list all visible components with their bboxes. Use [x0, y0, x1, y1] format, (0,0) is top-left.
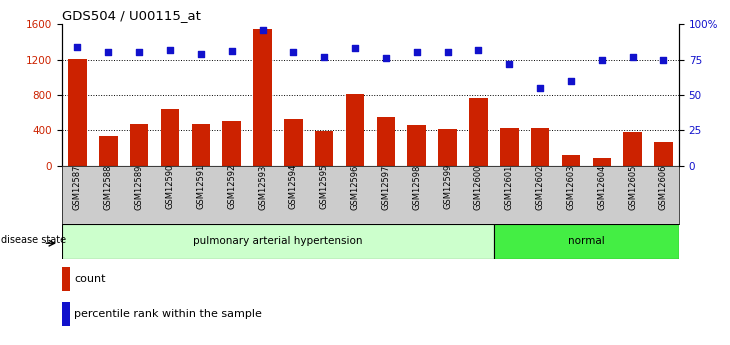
Bar — [593, 158, 611, 166]
Bar — [99, 136, 118, 166]
Bar — [561, 155, 580, 166]
Bar — [500, 128, 518, 166]
Bar — [68, 59, 87, 166]
Bar — [62, 302, 70, 326]
FancyBboxPatch shape — [494, 224, 679, 259]
Point — [442, 50, 453, 55]
Bar — [284, 119, 303, 166]
Point — [195, 51, 207, 57]
Text: GDS504 / U00115_at: GDS504 / U00115_at — [62, 9, 201, 22]
Bar — [130, 124, 148, 166]
Bar — [531, 128, 550, 166]
Point — [72, 44, 83, 50]
Bar — [654, 142, 673, 166]
Text: pulmonary arterial hypertension: pulmonary arterial hypertension — [193, 237, 363, 246]
Point — [164, 47, 176, 52]
Point — [658, 57, 669, 62]
Point — [257, 27, 269, 32]
Bar — [191, 124, 210, 166]
Point — [102, 50, 114, 55]
Bar — [623, 132, 642, 166]
Text: disease state: disease state — [1, 235, 66, 245]
Text: normal: normal — [568, 237, 604, 246]
Point — [504, 61, 515, 67]
Point — [596, 57, 607, 62]
Point — [349, 46, 361, 51]
Bar — [346, 94, 364, 166]
Text: count: count — [74, 275, 106, 284]
Bar — [161, 109, 180, 166]
Point — [411, 50, 423, 55]
Bar — [407, 125, 426, 166]
Point — [565, 78, 577, 83]
Bar — [315, 131, 334, 166]
Bar — [438, 129, 457, 166]
Point — [318, 54, 330, 59]
Point — [288, 50, 299, 55]
Point — [627, 54, 639, 59]
Point — [472, 47, 484, 52]
Point — [226, 48, 237, 54]
Bar — [253, 29, 272, 166]
Bar — [377, 117, 395, 166]
Text: percentile rank within the sample: percentile rank within the sample — [74, 309, 262, 319]
Point — [534, 85, 546, 91]
Point — [380, 55, 392, 61]
Bar — [223, 120, 241, 166]
Point — [134, 50, 145, 55]
FancyBboxPatch shape — [62, 224, 494, 259]
Bar — [469, 98, 488, 166]
Bar — [62, 267, 70, 291]
